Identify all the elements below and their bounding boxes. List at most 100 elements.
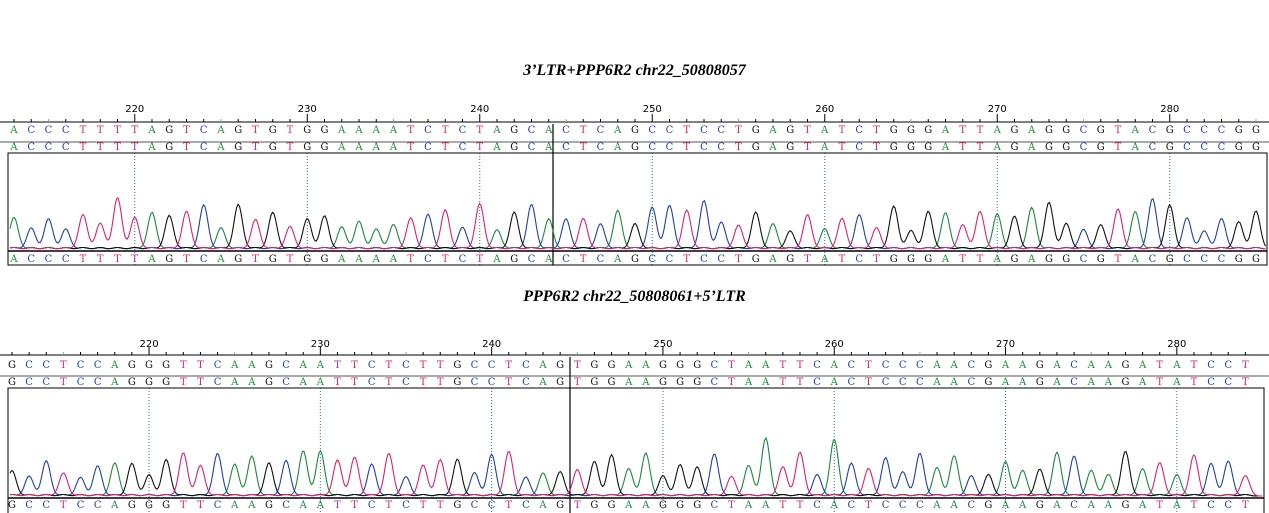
base-call: G: [907, 125, 915, 136]
base-call: T: [505, 360, 512, 371]
base-call: C: [666, 142, 674, 153]
base-call: G: [693, 377, 701, 388]
trace-C: [9, 452, 1263, 497]
base-call: C: [1224, 377, 1232, 388]
base-call: C: [62, 125, 70, 136]
trace-base-call: T: [780, 500, 787, 511]
trace-base-call: C: [967, 500, 975, 511]
trace-base-call: G: [1062, 254, 1070, 265]
trace-base-call: A: [9, 254, 18, 265]
base-call: C: [855, 125, 863, 136]
base-call: A: [820, 125, 829, 136]
trace-T: [9, 196, 1266, 250]
base-call: G: [1036, 360, 1044, 371]
base-call: T: [865, 377, 872, 388]
base-call: T: [797, 377, 804, 388]
trace-base-call: T: [252, 254, 259, 265]
base-call: G: [1252, 125, 1260, 136]
base-call: A: [492, 142, 501, 153]
trace-base-call: G: [265, 500, 273, 511]
trace-base-call: T: [197, 500, 204, 511]
base-call: A: [1087, 377, 1096, 388]
ruler-label: 220: [139, 339, 158, 350]
base-call: T: [683, 125, 690, 136]
chart-title-1: 3’LTR+PPP6R2 chr22_50808057: [523, 62, 746, 79]
base-call: A: [1138, 377, 1147, 388]
base-call: G: [1252, 142, 1260, 153]
base-call: C: [459, 125, 467, 136]
base-call: G: [631, 142, 639, 153]
base-call: G: [1097, 125, 1105, 136]
trace-base-call: G: [1045, 254, 1053, 265]
base-call: A: [389, 142, 398, 153]
trace-base-call: T: [959, 254, 966, 265]
base-call: C: [488, 360, 496, 371]
base-call: A: [744, 377, 753, 388]
base-call: A: [538, 377, 547, 388]
base-call: C: [1218, 142, 1226, 153]
trace-base-call: C: [711, 500, 719, 511]
base-call: T: [420, 377, 427, 388]
trace-base-call: T: [580, 254, 587, 265]
base-call: A: [613, 125, 622, 136]
base-call: T: [977, 125, 984, 136]
base-call: A: [941, 142, 950, 153]
trace-base-call: A: [110, 500, 119, 511]
trace-base-call: C: [45, 254, 53, 265]
trace-base-call: G: [556, 500, 564, 511]
base-call: A: [372, 142, 381, 153]
base-call: A: [299, 360, 308, 371]
base-call: A: [744, 360, 753, 371]
trace-base-call: C: [62, 254, 70, 265]
trace-base-call: G: [590, 500, 598, 511]
base-call: G: [453, 360, 461, 371]
base-call: C: [25, 377, 33, 388]
trace-base-call: C: [42, 500, 50, 511]
trace-base-call: T: [839, 254, 846, 265]
base-call: C: [700, 142, 708, 153]
base-call: C: [648, 142, 656, 153]
base-call: G: [265, 360, 273, 371]
base-call: T: [287, 142, 294, 153]
trace-base-call: G: [924, 254, 932, 265]
base-call: C: [848, 377, 856, 388]
base-call: G: [1166, 142, 1174, 153]
base-call: T: [804, 125, 811, 136]
trace-base-call: C: [1070, 500, 1078, 511]
base-call: T: [1115, 125, 1122, 136]
base-call: G: [1121, 360, 1129, 371]
base-call: C: [848, 360, 856, 371]
base-call: A: [1001, 360, 1010, 371]
base-call: A: [830, 360, 839, 371]
trace-base-call: A: [372, 254, 381, 265]
trace-base-call: T: [131, 254, 138, 265]
trace-base-call: G: [786, 254, 794, 265]
trace-base-call: C: [200, 254, 208, 265]
base-call: C: [711, 360, 719, 371]
trace-base-call: C: [424, 254, 432, 265]
base-call: A: [110, 377, 119, 388]
base-call: C: [27, 142, 35, 153]
trace-base-call: T: [287, 254, 294, 265]
base-call: T: [476, 142, 483, 153]
trace-base-call: T: [728, 500, 735, 511]
trace-base-call: C: [27, 254, 35, 265]
base-call: C: [597, 125, 605, 136]
trace-base-call: T: [114, 254, 121, 265]
base-call: G: [128, 377, 136, 388]
base-call: C: [402, 377, 410, 388]
trace-base-call: C: [813, 500, 821, 511]
base-call: T: [1156, 377, 1163, 388]
base-call: T: [334, 377, 341, 388]
base-call: G: [265, 377, 273, 388]
base-call: A: [624, 377, 633, 388]
trace-base-call: A: [768, 254, 777, 265]
base-call: C: [855, 142, 863, 153]
base-call: G: [556, 377, 564, 388]
base-call: G: [165, 142, 173, 153]
trace-base-call: A: [147, 254, 156, 265]
base-call: G: [1097, 142, 1105, 153]
trace-base-call: A: [1131, 254, 1140, 265]
trace-base-call: C: [916, 500, 924, 511]
trace-base-call: A: [538, 500, 547, 511]
